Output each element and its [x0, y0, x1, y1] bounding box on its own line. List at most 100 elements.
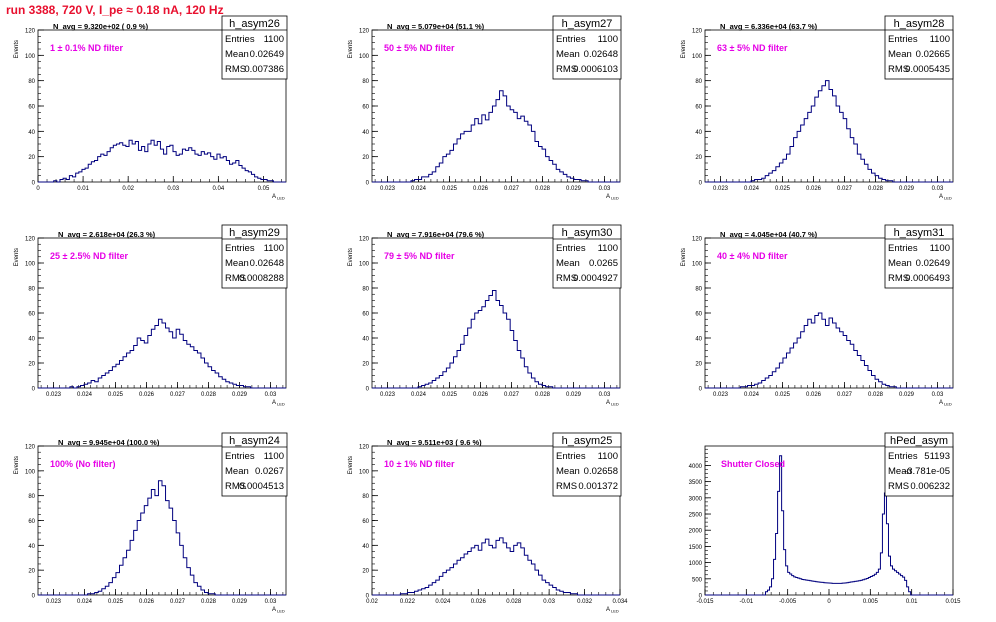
y-axis-label: Events — [14, 456, 20, 474]
y-tick-label: 100 — [359, 54, 370, 60]
y-tick-label: 1000 — [689, 561, 703, 567]
stats-label: RMS — [556, 273, 577, 284]
stats-value: 1100 — [264, 243, 284, 254]
stats-value: 0.02648 — [250, 258, 284, 269]
y-tick-label: 1500 — [689, 545, 703, 551]
y-tick-label: 40 — [28, 337, 35, 343]
stats-value: 0.02658 — [584, 466, 618, 477]
y-tick-label: 2000 — [689, 529, 703, 535]
y-tick-label: 120 — [25, 445, 36, 451]
x-tick-label: 0.026 — [473, 392, 489, 398]
histogram-line — [705, 312, 953, 389]
histogram-panel-h_asym31: 0 20 40 60 80 100 120 0.023 0.024 0.025 0.026 0.027… — [681, 224, 954, 407]
stats-label: RMS — [556, 64, 577, 75]
x-axis-label: ALED — [939, 400, 952, 407]
stats-box — [884, 432, 954, 497]
histogram-panel-h_asym30: 0 20 40 60 80 100 120 0.023 0.024 0.025 0.026 0.027… — [348, 224, 622, 407]
y-tick-label: 60 — [695, 105, 702, 111]
stats-title: h_asym30 — [562, 227, 613, 239]
y-axis-label: Events — [348, 40, 354, 58]
y-tick-label: 0 — [32, 594, 36, 600]
stats-value: 0.02665 — [916, 49, 950, 60]
histogram-panel-h_asym26: 0 20 40 60 80 100 120 0 0.01 0.02 0.03 0.04 0.05 Even… — [14, 15, 288, 201]
x-tick-label: 0.027 — [170, 599, 186, 605]
histogram-line — [38, 480, 286, 596]
x-tick-label: 0.028 — [868, 186, 884, 192]
stats-box — [552, 432, 622, 497]
y-tick-label: 80 — [362, 287, 369, 293]
stats-label: Entries — [556, 34, 586, 45]
x-tick-label: 0.029 — [899, 392, 915, 398]
histogram-panel-h_asym25: 0 20 40 60 80 100 120 0.02 0.022 0.024 0.026 0.028 0… — [348, 432, 628, 614]
y-tick-label: 60 — [362, 312, 369, 318]
stats-value: 0.007386 — [244, 64, 284, 75]
x-tick-label: 0.026 — [139, 599, 155, 605]
stats-label: RMS — [225, 64, 246, 75]
x-tick-label: 0.005 — [863, 599, 879, 605]
x-tick-label: 0.02 — [366, 599, 378, 605]
filter-label: 50 ± 5% ND filter — [384, 43, 455, 53]
x-tick-label: 0.028 — [201, 392, 217, 398]
x-tick-label: 0.026 — [806, 186, 822, 192]
stats-value: 0.0005435 — [905, 64, 950, 75]
y-tick-label: 3000 — [689, 496, 703, 502]
stats-label: Entries — [888, 243, 918, 254]
stats-value: 1100 — [264, 34, 284, 45]
stats-label: Mean — [225, 466, 249, 477]
filter-label: Shutter Closed — [721, 459, 785, 469]
histogram-panel-h_asym27: 0 20 40 60 80 100 120 0.023 0.024 0.025 0.026 0.027… — [348, 15, 622, 201]
x-tick-label: 0.027 — [837, 392, 853, 398]
y-axis-label: Events — [348, 456, 354, 474]
x-axis-label: ALED — [606, 400, 619, 407]
y-tick-label: 60 — [362, 105, 369, 111]
x-tick-label: 0.01 — [906, 599, 918, 605]
stats-label: Entries — [225, 243, 255, 254]
stats-value: 0.02649 — [916, 258, 950, 269]
stats-value: 1100 — [930, 243, 950, 254]
stats-title: h_asym29 — [229, 227, 280, 239]
stats-value: 1100 — [264, 451, 284, 462]
x-tick-label: 0.025 — [108, 599, 124, 605]
stats-label: Entries — [556, 243, 586, 254]
x-tick-label: 0 — [827, 599, 831, 605]
x-axis-label: ALED — [272, 400, 285, 407]
y-axis-label: Events — [681, 248, 687, 266]
x-tick-label: 0.032 — [577, 599, 593, 605]
navg-label: N_avg = 9.320e+02 ( 0.9 %) — [53, 22, 149, 31]
y-tick-label: 120 — [25, 29, 36, 35]
stats-label: RMS — [225, 273, 246, 284]
stats-value: 1100 — [930, 34, 950, 45]
stats-value: 0.0004927 — [573, 273, 618, 284]
x-tick-label: 0.027 — [170, 392, 186, 398]
stats-title: h_asym26 — [229, 18, 280, 30]
stats-label: Mean — [225, 49, 249, 60]
stats-title: h_asym25 — [562, 435, 613, 447]
x-tick-label: 0.025 — [442, 186, 458, 192]
stats-box — [552, 224, 622, 289]
y-tick-label: 0 — [32, 181, 36, 187]
x-tick-label: 0.029 — [232, 599, 248, 605]
stats-value: 1100 — [598, 243, 618, 254]
x-tick-label: 0.01 — [77, 186, 89, 192]
x-tick-label: 0.034 — [612, 599, 628, 605]
y-tick-label: 20 — [362, 362, 369, 368]
y-tick-label: 20 — [695, 155, 702, 161]
stats-box — [221, 15, 288, 80]
x-tick-label: 0.03 — [265, 392, 277, 398]
stats-label: Entries — [888, 34, 918, 45]
x-tick-label: 0.03 — [167, 186, 179, 192]
navg-label: N_avg = 6.336e+04 (63.7 %) — [720, 22, 818, 31]
x-tick-label: 0.03 — [599, 186, 611, 192]
x-tick-label: 0.022 — [400, 599, 416, 605]
stats-label: Mean — [556, 49, 580, 60]
y-tick-label: 2500 — [689, 513, 703, 519]
histogram-panel-hPed_asym: 0 500 1000 1500 2000 2500 3000 3500 4000 -0.015 -0… — [689, 432, 961, 605]
stats-label: RMS — [888, 273, 909, 284]
stats-box — [221, 224, 288, 289]
x-tick-label: 0.023 — [713, 186, 729, 192]
stats-value: 1100 — [598, 34, 618, 45]
x-tick-label: 0.027 — [504, 186, 520, 192]
y-tick-label: 120 — [359, 237, 370, 243]
stats-box — [221, 432, 288, 497]
